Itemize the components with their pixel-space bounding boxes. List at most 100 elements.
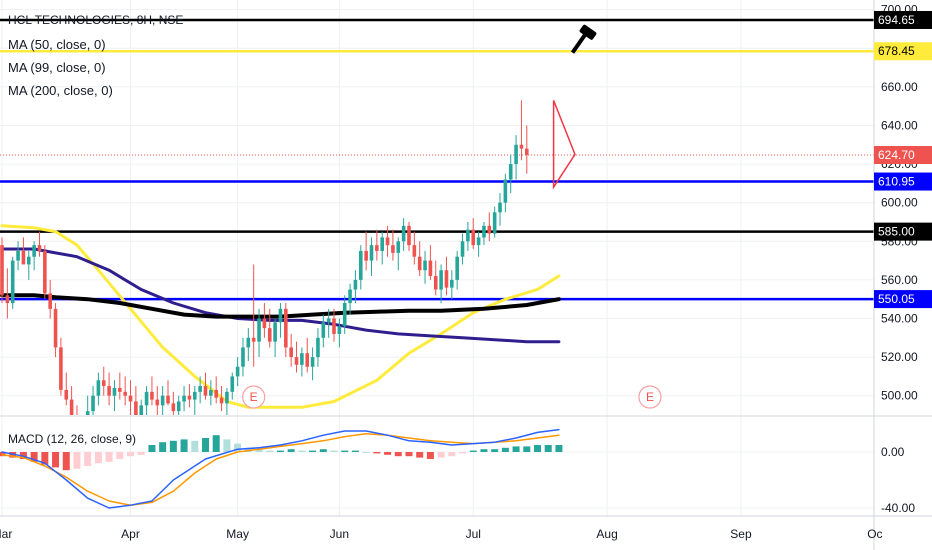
candle-body [96, 380, 101, 396]
candle-body [289, 347, 293, 358]
candle-body [369, 245, 374, 261]
ma200-line [0, 224, 561, 409]
macd-histogram-bar [330, 450, 338, 452]
macd-histogram-bar [362, 452, 370, 453]
earnings-circle [638, 385, 662, 409]
time-tick-label: Oc [867, 527, 882, 541]
candle-body [155, 399, 160, 406]
candle-body [460, 241, 465, 257]
price-tick-label: 600.00 [881, 196, 918, 210]
macd-histogram-bar [319, 449, 327, 452]
earnings-marker: E [242, 385, 266, 409]
candle-body [26, 256, 31, 265]
candle-body [198, 386, 202, 392]
candle-body [171, 403, 176, 412]
badge-bg [874, 290, 932, 309]
candle-body [37, 245, 42, 251]
macd-histogram-bar [405, 452, 413, 457]
candle-body [358, 250, 363, 280]
macd-histogram-bar [459, 452, 467, 454]
candle-body [492, 212, 497, 234]
macd-histogram-bar [501, 447, 509, 452]
gavel-head [579, 24, 597, 40]
macd-histogram-bar [491, 449, 499, 452]
legend-ma200[interactable]: MA (200, close, 0) [8, 83, 113, 98]
price-tick-label: 540.00 [881, 311, 918, 325]
candle-body [69, 399, 74, 415]
candle-body [508, 164, 513, 180]
candle-body [118, 387, 122, 392]
badge-bg [874, 10, 932, 29]
price-level-badge: 694.65 [874, 10, 932, 29]
candle-body [16, 250, 20, 261]
candle-body [466, 229, 470, 242]
candle-body [433, 276, 438, 290]
macd-histogram-bar [437, 452, 445, 458]
earnings-marker: E [638, 385, 662, 409]
candle-body [450, 279, 454, 288]
macd-histogram-bar [201, 438, 209, 452]
macd-histogram-bar [426, 452, 434, 459]
badge-bg [874, 222, 932, 241]
macd-histogram-bar [212, 435, 220, 452]
legend-ma99[interactable]: MA (99, close, 0) [8, 60, 106, 75]
candle-body [225, 391, 229, 404]
badge-bg [874, 145, 932, 164]
candle-body [524, 148, 529, 155]
legend-ma50[interactable]: MA (50, close, 0) [8, 37, 106, 52]
badge-bg [874, 42, 932, 61]
price-tick-label: 640.00 [881, 118, 918, 132]
macd-histogram-bar [94, 452, 102, 464]
candle-body [214, 389, 218, 398]
candle-body [364, 250, 368, 261]
legend-macd[interactable]: MACD (12, 26, close, 9) [8, 432, 137, 446]
candle-body [5, 295, 10, 304]
price-tick-label: 500.00 [881, 389, 918, 403]
macd-histogram-bar [73, 452, 81, 469]
candle-body [203, 386, 208, 396]
candle-body [10, 260, 15, 304]
price-level-badge: 678.45 [874, 42, 932, 61]
candle-body [278, 308, 283, 323]
candle-body [503, 179, 508, 203]
candle-body [519, 144, 524, 149]
candle-body [498, 202, 502, 213]
candle-body [160, 395, 165, 406]
candle-body [59, 347, 63, 390]
candle-body [91, 395, 95, 412]
macd-histogram-bar [255, 449, 263, 452]
candle-body [209, 389, 213, 396]
macd-histogram-bar [116, 452, 124, 459]
candle-body [134, 401, 138, 415]
macd-histogram-bar [298, 450, 306, 452]
macd-histogram-bar [555, 445, 563, 452]
badge-label: 678.45 [878, 44, 915, 58]
candle-body [187, 395, 192, 400]
earnings-label: E [646, 390, 654, 404]
macd-histogram-bar [105, 452, 113, 462]
candle-body [241, 347, 245, 367]
candle-body [321, 322, 326, 338]
candle-body [107, 386, 111, 396]
macd-histogram-bar [266, 450, 274, 452]
price-level-badge: 624.70 [874, 145, 932, 164]
candle-body [353, 279, 358, 290]
candle-body [139, 405, 144, 415]
price-level-badge: 585.00 [874, 222, 932, 241]
macd-histogram-bar [180, 439, 188, 452]
candle-body [150, 391, 154, 400]
price-tick-label: 560.00 [881, 273, 918, 287]
earnings-label: E [250, 390, 258, 404]
candle-body [235, 366, 240, 377]
time-tick-label: Sep [730, 527, 752, 541]
triangle-drawing [552, 100, 576, 190]
candle-body [348, 289, 352, 304]
candle-body [144, 391, 149, 406]
time-tick-label: Jun [330, 527, 349, 541]
candle-body [487, 225, 492, 234]
macd-histogram-bar [159, 442, 167, 452]
macd-histogram-bar [148, 445, 156, 452]
macd-histogram-bar [480, 449, 488, 452]
candle-body [284, 308, 288, 348]
